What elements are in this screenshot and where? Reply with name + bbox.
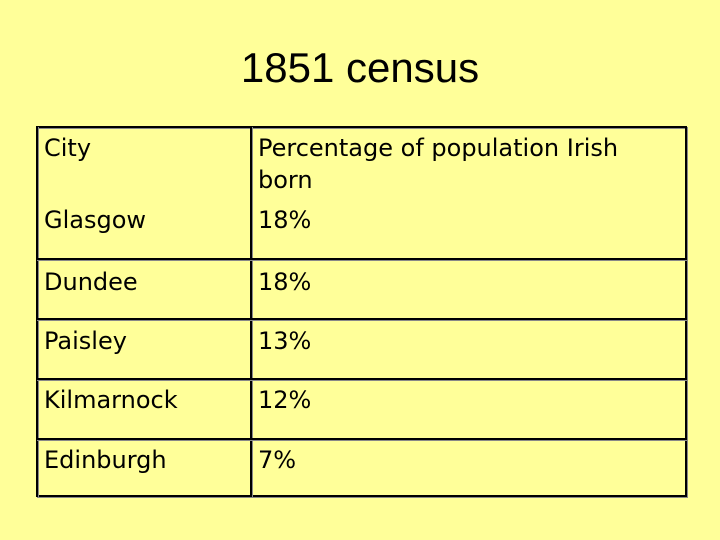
city-cell: Glasgow <box>44 206 147 234</box>
header-cell: City <box>44 134 92 162</box>
row-divider <box>36 258 687 260</box>
percentage-cell: 18% <box>258 268 312 296</box>
city-cell: Dundee <box>44 268 138 296</box>
table-border <box>36 126 38 497</box>
table-border <box>685 126 687 497</box>
percentage-cell: 12% <box>258 386 312 414</box>
percentage-cell: 13% <box>258 327 312 355</box>
slide-title: 1851 census <box>240 44 480 91</box>
column-divider <box>250 126 252 497</box>
header-cell: Percentage of population Irish born <box>258 134 619 194</box>
row-divider <box>36 318 687 320</box>
row-divider <box>36 378 687 380</box>
percentage-cell: 18% <box>258 206 312 234</box>
city-cell: Paisley <box>44 327 127 355</box>
table-border <box>36 126 687 128</box>
row-divider <box>36 438 687 440</box>
table-border <box>36 495 687 497</box>
city-cell: Kilmarnock <box>44 386 178 414</box>
percentage-cell: 7% <box>258 446 297 474</box>
city-cell: Edinburgh <box>44 446 167 474</box>
